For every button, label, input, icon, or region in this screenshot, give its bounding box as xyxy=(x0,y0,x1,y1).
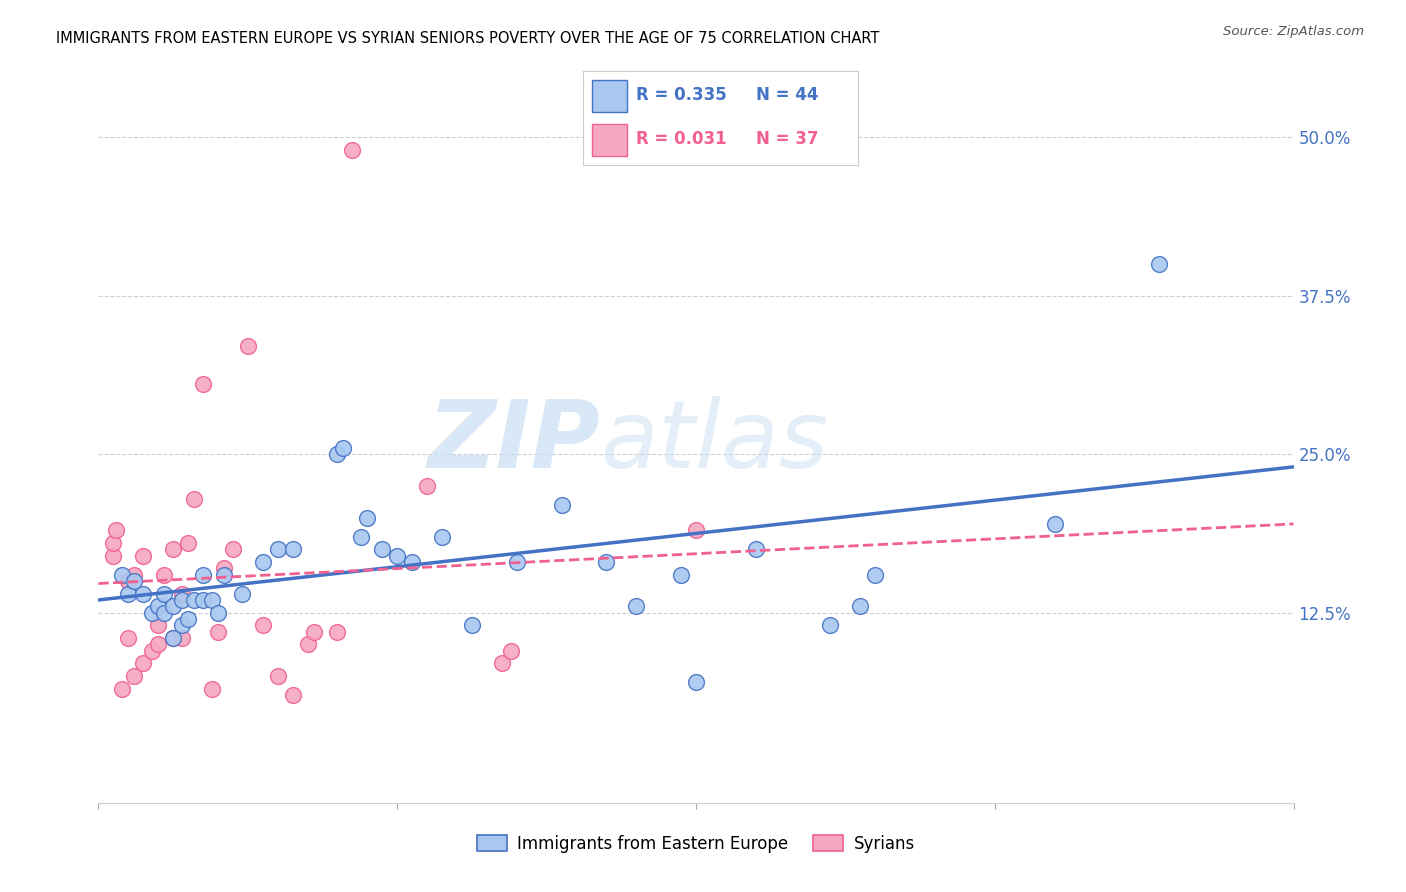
Point xyxy=(148,618,170,632)
Point xyxy=(162,631,184,645)
Point xyxy=(849,599,872,614)
Point xyxy=(371,542,394,557)
Point xyxy=(595,555,617,569)
Point xyxy=(820,618,842,632)
Point xyxy=(1043,516,1066,531)
Text: N = 44: N = 44 xyxy=(756,87,818,104)
Text: R = 0.031: R = 0.031 xyxy=(636,130,727,148)
Point xyxy=(207,606,229,620)
Point xyxy=(177,536,200,550)
Point xyxy=(201,593,224,607)
Point xyxy=(212,567,235,582)
Point xyxy=(162,631,184,645)
Point xyxy=(252,555,274,569)
Point xyxy=(865,567,887,582)
Point xyxy=(191,567,214,582)
Point xyxy=(153,567,176,582)
Point xyxy=(745,542,768,557)
Bar xyxy=(592,124,627,156)
Point xyxy=(191,377,214,392)
Text: ZIP: ZIP xyxy=(427,395,600,488)
Point xyxy=(124,567,146,582)
Point xyxy=(162,599,184,614)
Point xyxy=(162,542,184,557)
Point xyxy=(267,669,290,683)
Point xyxy=(281,688,304,702)
Point xyxy=(669,567,692,582)
Point xyxy=(626,599,648,614)
Point xyxy=(105,523,128,537)
Point xyxy=(183,491,205,506)
Point xyxy=(103,536,125,550)
Point xyxy=(281,542,304,557)
Text: Source: ZipAtlas.com: Source: ZipAtlas.com xyxy=(1223,25,1364,38)
Point xyxy=(124,574,146,588)
Point xyxy=(172,593,194,607)
Point xyxy=(385,549,409,563)
Point xyxy=(252,618,274,632)
Point xyxy=(302,624,325,639)
Point xyxy=(685,523,707,537)
Point xyxy=(491,657,513,671)
Point xyxy=(416,479,439,493)
Point xyxy=(141,643,163,657)
Point xyxy=(132,549,155,563)
Point xyxy=(332,441,354,455)
Point xyxy=(117,574,139,588)
Point xyxy=(212,561,235,575)
Text: R = 0.335: R = 0.335 xyxy=(636,87,727,104)
Point xyxy=(117,631,139,645)
Point xyxy=(103,549,125,563)
Text: atlas: atlas xyxy=(600,396,828,487)
Point xyxy=(326,624,349,639)
Point xyxy=(172,618,194,632)
Point xyxy=(499,643,522,657)
Point xyxy=(191,593,214,607)
Point xyxy=(132,587,155,601)
Point xyxy=(172,587,194,601)
Point xyxy=(297,637,319,651)
Point xyxy=(231,587,253,601)
Point xyxy=(356,510,378,524)
Point xyxy=(201,681,224,696)
Point xyxy=(326,447,349,461)
Point xyxy=(117,587,139,601)
Point xyxy=(148,599,170,614)
Point xyxy=(153,606,176,620)
Point xyxy=(350,530,373,544)
Legend: Immigrants from Eastern Europe, Syrians: Immigrants from Eastern Europe, Syrians xyxy=(471,828,921,860)
Point xyxy=(1147,257,1170,271)
Point xyxy=(141,606,163,620)
Point xyxy=(461,618,484,632)
Point xyxy=(207,624,229,639)
Point xyxy=(183,593,205,607)
Point xyxy=(685,675,707,690)
Point xyxy=(267,542,290,557)
Point xyxy=(236,339,259,353)
Text: N = 37: N = 37 xyxy=(756,130,818,148)
Text: IMMIGRANTS FROM EASTERN EUROPE VS SYRIAN SENIORS POVERTY OVER THE AGE OF 75 CORR: IMMIGRANTS FROM EASTERN EUROPE VS SYRIAN… xyxy=(56,31,880,46)
Bar xyxy=(592,79,627,112)
Point xyxy=(124,669,146,683)
Point xyxy=(172,631,194,645)
Point xyxy=(342,143,364,157)
Point xyxy=(177,612,200,626)
Point xyxy=(111,681,134,696)
Point xyxy=(111,567,134,582)
Point xyxy=(430,530,453,544)
Point xyxy=(222,542,245,557)
Point xyxy=(506,555,529,569)
Point xyxy=(401,555,423,569)
Point xyxy=(153,587,176,601)
Point xyxy=(148,637,170,651)
Point xyxy=(132,657,155,671)
Point xyxy=(550,498,572,512)
